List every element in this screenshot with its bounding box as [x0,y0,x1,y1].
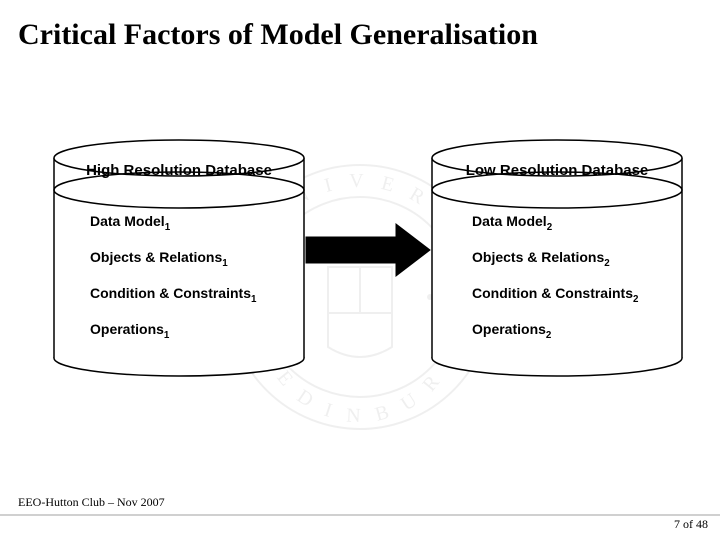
generalisation-diagram [0,0,720,540]
right-db-item-1-label: Objects & Relations [472,249,604,265]
left-db-header: High Resolution Database [54,162,304,179]
footer-right: 7 of 48 [674,517,708,532]
left-db-item-1: Objects & Relations1 [90,249,228,269]
left-db-item-0-label: Data Model [90,213,165,229]
left-db-item-2-sub: 1 [251,294,256,305]
right-db-item-1-sub: 2 [604,258,609,269]
right-db-item-2: Condition & Constraints2 [472,285,638,305]
right-db-item-3-sub: 2 [546,330,551,341]
right-db-item-1: Objects & Relations2 [472,249,610,269]
right-db-item-0-sub: 2 [547,222,552,233]
right-db-item-2-label: Condition & Constraints [472,285,633,301]
right-db-header: Low Resolution Database [432,162,682,179]
left-db-item-1-sub: 1 [222,258,227,269]
right-db-item-3-label: Operations [472,321,546,337]
left-db-item-2-label: Condition & Constraints [90,285,251,301]
left-db-item-3-label: Operations [90,321,164,337]
left-db-item-3: Operations1 [90,321,169,341]
right-db-item-3: Operations2 [472,321,551,341]
left-db-item-2: Condition & Constraints1 [90,285,256,305]
footer-left: EEO-Hutton Club – Nov 2007 [18,495,165,510]
left-db-item-1-label: Objects & Relations [90,249,222,265]
left-db-item-0-sub: 1 [165,222,170,233]
right-db-item-0: Data Model2 [472,213,552,233]
right-db-item-0-label: Data Model [472,213,547,229]
right-db-item-2-sub: 2 [633,294,638,305]
left-db-item-3-sub: 1 [164,330,169,341]
transform-arrow-icon [306,224,430,276]
left-db-item-0: Data Model1 [90,213,170,233]
